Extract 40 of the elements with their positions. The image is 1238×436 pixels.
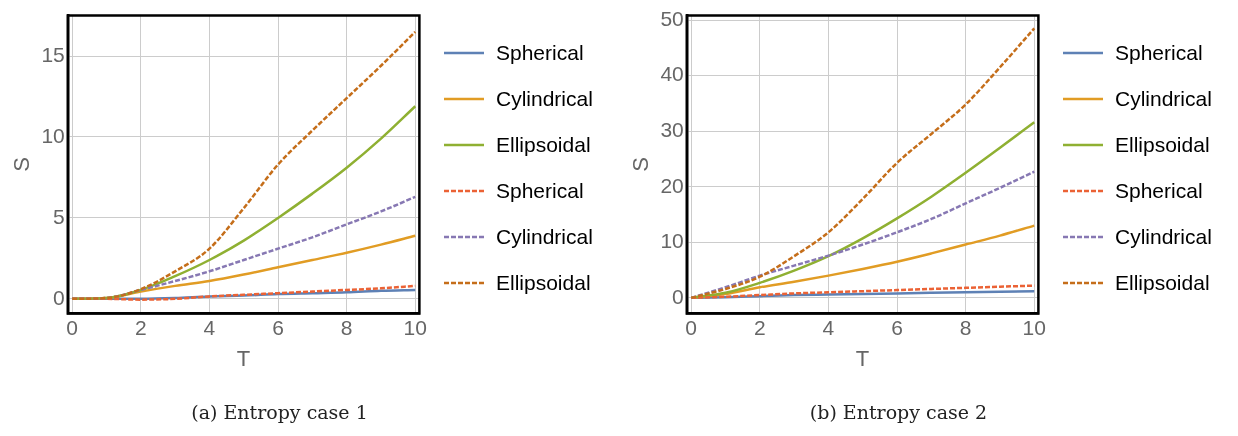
legend-label: Cylindrical bbox=[1115, 86, 1212, 111]
legend-label: Spherical bbox=[496, 40, 584, 65]
y-tick-label: 0 bbox=[672, 284, 684, 308]
y-tick-label: 15 bbox=[41, 42, 65, 66]
legend-label: Ellipsoidal bbox=[496, 270, 591, 295]
x-tick-label: 4 bbox=[203, 315, 216, 339]
y-axis-title: S bbox=[628, 157, 654, 172]
x-tick-label: 2 bbox=[134, 315, 147, 339]
x-tick-label: 10 bbox=[403, 315, 427, 339]
legend-label: Cylindrical bbox=[496, 86, 593, 111]
text: (b) Entropy case 2 bbox=[808, 401, 989, 423]
y-tick-label: 40 bbox=[660, 62, 684, 86]
legend-label: Cylindrical bbox=[496, 224, 593, 249]
x-tick-label: 6 bbox=[891, 315, 903, 339]
legend-label: Ellipsoidal bbox=[496, 132, 591, 157]
line-series bbox=[70, 30, 417, 301]
y-tick-label: 10 bbox=[41, 123, 65, 147]
y-tick-label: 50 bbox=[660, 6, 684, 30]
legend-label: Ellipsoidal bbox=[1115, 132, 1210, 157]
legend-label: Spherical bbox=[1115, 40, 1203, 65]
y-tick-label: 10 bbox=[660, 229, 684, 253]
legend-label: Spherical bbox=[1115, 178, 1203, 203]
x-tick-label: 8 bbox=[340, 315, 353, 339]
x-tick-label: 10 bbox=[1022, 315, 1046, 339]
y-tick-label: 0 bbox=[53, 285, 65, 309]
x-tick-label: 8 bbox=[959, 315, 972, 339]
x-axis-title: T bbox=[855, 345, 870, 371]
y-tick-label: 30 bbox=[660, 117, 684, 141]
y-axis-title: S bbox=[9, 157, 35, 172]
legend-label: Ellipsoidal bbox=[1115, 270, 1210, 295]
x-axis-title: T bbox=[236, 345, 251, 371]
x-tick-label: 2 bbox=[753, 315, 766, 339]
text: (a) Entropy case 1 bbox=[190, 401, 369, 423]
line-series bbox=[689, 27, 1036, 300]
x-tick-label: 6 bbox=[272, 315, 284, 339]
y-tick-label: 5 bbox=[53, 204, 65, 228]
y-tick-label: 20 bbox=[660, 173, 684, 197]
legend-label: Spherical bbox=[496, 178, 584, 203]
legend-label: Cylindrical bbox=[1115, 224, 1212, 249]
x-tick-label: 4 bbox=[822, 315, 835, 339]
